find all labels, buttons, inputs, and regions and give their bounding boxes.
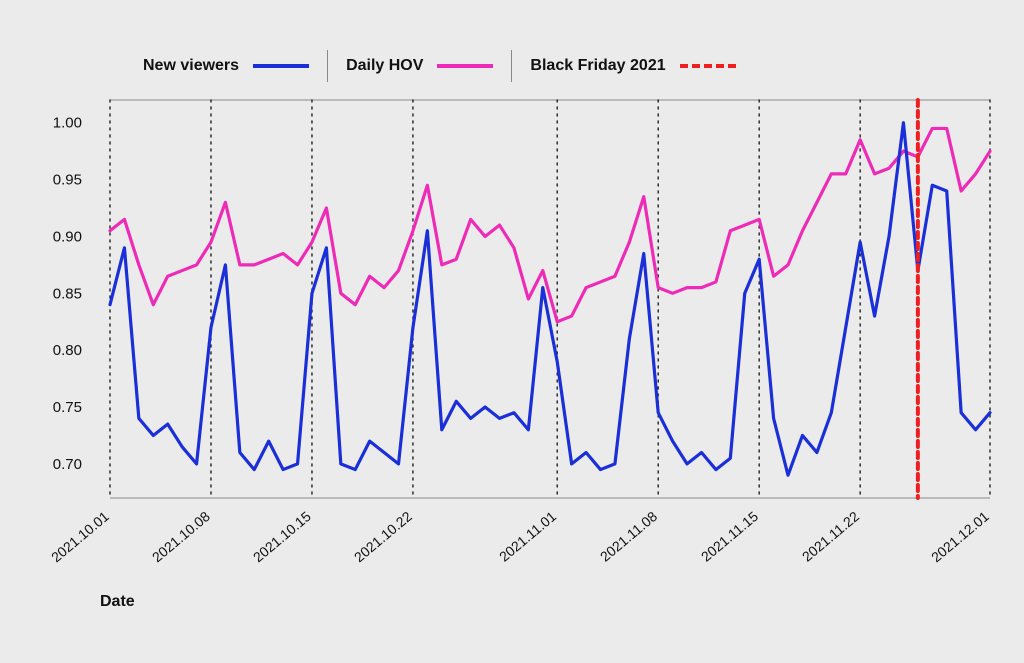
xtick-label: 2021.11.15 <box>698 508 761 565</box>
xtick-label: 2021.11.01 <box>496 508 559 565</box>
ytick-label: 1.00 <box>53 115 82 132</box>
xtick-label: 2021.11.22 <box>799 508 862 565</box>
x-axis-label: Date <box>100 593 135 611</box>
chart-svg: 0.70 0.75 0.80 0.85 0.90 0.95 1.00 2021.10.01 20… <box>0 0 1024 663</box>
xtick-label: 2021.10.22 <box>351 508 415 565</box>
ytick-label: 0.90 <box>53 228 82 245</box>
ytick-label: 0.95 <box>53 172 82 189</box>
chart-container: New viewersDaily HOVBlack Friday 2021 0.… <box>0 0 1024 663</box>
series-daily-hov <box>110 128 990 321</box>
ytick-label: 0.85 <box>53 285 82 302</box>
xtick-label: 2021.10.08 <box>149 508 213 565</box>
ytick-label: 0.80 <box>53 342 82 359</box>
xtick-label: 2021.11.08 <box>597 508 660 565</box>
xtick-label: 2021.12.01 <box>928 508 992 565</box>
xtick-label: 2021.10.15 <box>250 508 314 565</box>
xtick-label: 2021.10.01 <box>48 508 112 565</box>
ytick-label: 0.75 <box>53 399 82 416</box>
ytick-label: 0.70 <box>53 456 82 473</box>
